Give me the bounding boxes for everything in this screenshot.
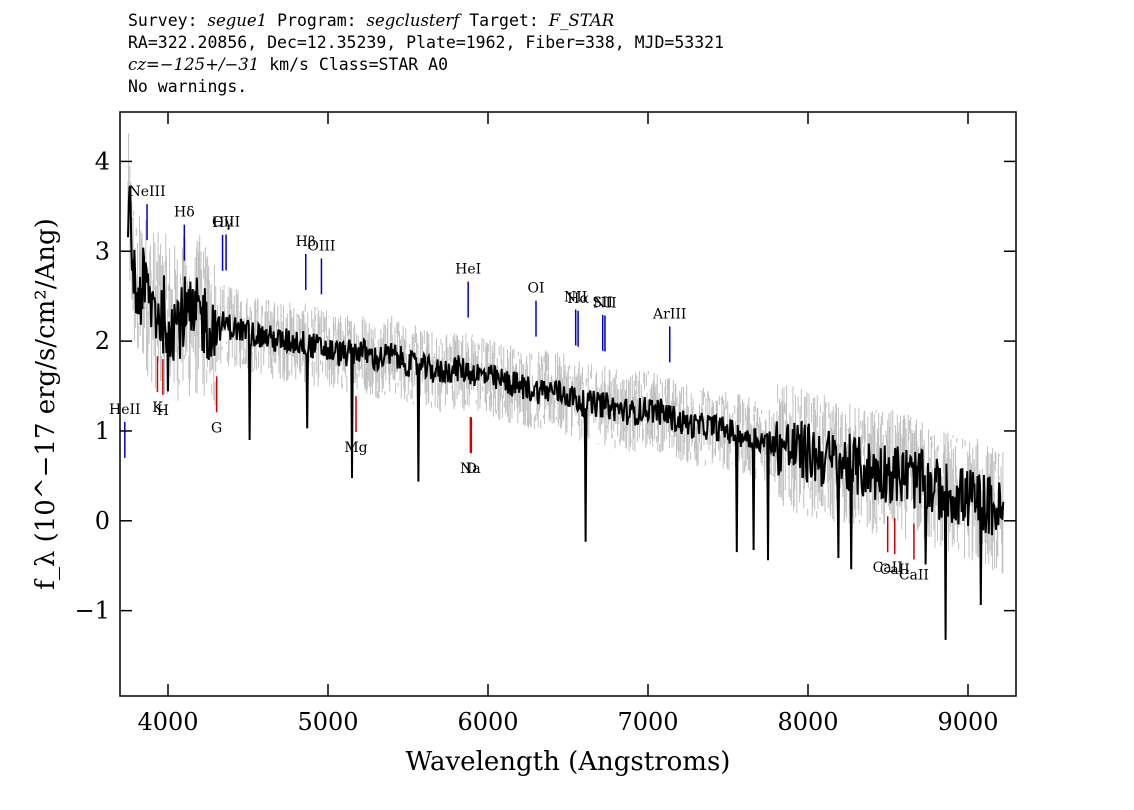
marker-label-10: Hα: [567, 291, 589, 307]
marker-label-5: Hβ: [296, 234, 316, 250]
marker-label-22: CaII: [899, 568, 929, 584]
marker-label-9: NII: [564, 289, 587, 305]
marker-label-8: OI: [527, 281, 544, 297]
marker-label-16: G: [211, 420, 222, 436]
x-axis-label: Wavelength (Angstroms): [406, 747, 731, 777]
y-tick-label-1: 0: [95, 507, 110, 535]
marker-label-13: ArIII: [652, 306, 686, 322]
class-text: km/s Class=STAR A0: [259, 55, 449, 74]
marker-label-4: OIII: [212, 214, 240, 230]
program-value: segclusterf: [366, 11, 460, 30]
error-band: [127, 133, 1004, 574]
x-tick-label-3: 7000: [617, 708, 678, 736]
marker-label-18: Na: [460, 461, 481, 477]
marker-label-3: Hγ: [212, 215, 233, 231]
header-line-survey: Survey: segue1 Program: segclusterf Targ…: [128, 10, 724, 32]
marker-label-15: H: [157, 403, 169, 419]
x-tick-label-5: 9000: [937, 708, 998, 736]
header-line-redshift: cz=−125+/−31 km/s Class=STAR A0: [128, 54, 724, 76]
x-tick-label-1: 5000: [297, 708, 358, 736]
x-tick-label-0: 4000: [137, 708, 198, 736]
target-value: F_STAR: [548, 11, 615, 30]
y-tick-label-2: 1: [95, 417, 110, 445]
marker-label-21: CaII: [880, 562, 910, 578]
target-label: Target:: [459, 11, 549, 30]
x-tick-label-2: 6000: [457, 708, 518, 736]
marker-label-6: OIII: [307, 238, 335, 254]
spectrum-line: [127, 186, 1005, 640]
survey-value: segue1: [207, 11, 268, 30]
survey-label: Survey:: [128, 11, 208, 30]
y-axis-label: f_λ (10^−17 erg/s/cm²/Ang): [31, 218, 61, 590]
axis-ticks: 4000 5000 6000 7000 8000 9000 −1 0 1 2 3 4: [75, 112, 1016, 736]
marker-label-11: SII: [592, 295, 613, 311]
y-tick-label-0: −1: [75, 597, 110, 625]
marker-label-1: NeIII: [128, 184, 165, 200]
marker-label-7: HeI: [455, 262, 481, 278]
marker-label-20: CaII: [873, 560, 903, 576]
y-tick-label-5: 4: [95, 147, 110, 175]
marker-label-19: D: [466, 461, 477, 477]
redshift-value: cz=−125+/−31: [128, 55, 260, 74]
marker-label-12: NII: [593, 296, 616, 312]
plot-frame: [119, 111, 1017, 697]
marker-label-17: Mg: [344, 440, 367, 456]
y-tick-label-3: 2: [95, 327, 110, 355]
marker-label-2: Hδ: [174, 205, 195, 221]
program-label: Program:: [267, 11, 367, 30]
error-band-layer: [127, 133, 1004, 574]
spectrum-header: Survey: segue1 Program: segclusterf Targ…: [128, 10, 724, 98]
marker-label-14: K: [152, 400, 163, 416]
x-tick-label-4: 8000: [777, 708, 838, 736]
marker-label-0: HeII: [109, 402, 141, 418]
header-line-warnings: No warnings.: [128, 77, 248, 96]
header-line-coordinates: RA=322.20856, Dec=12.35239, Plate=1962, …: [128, 33, 725, 52]
y-tick-label-4: 3: [95, 237, 110, 265]
spectrum-layer: [127, 186, 1005, 640]
